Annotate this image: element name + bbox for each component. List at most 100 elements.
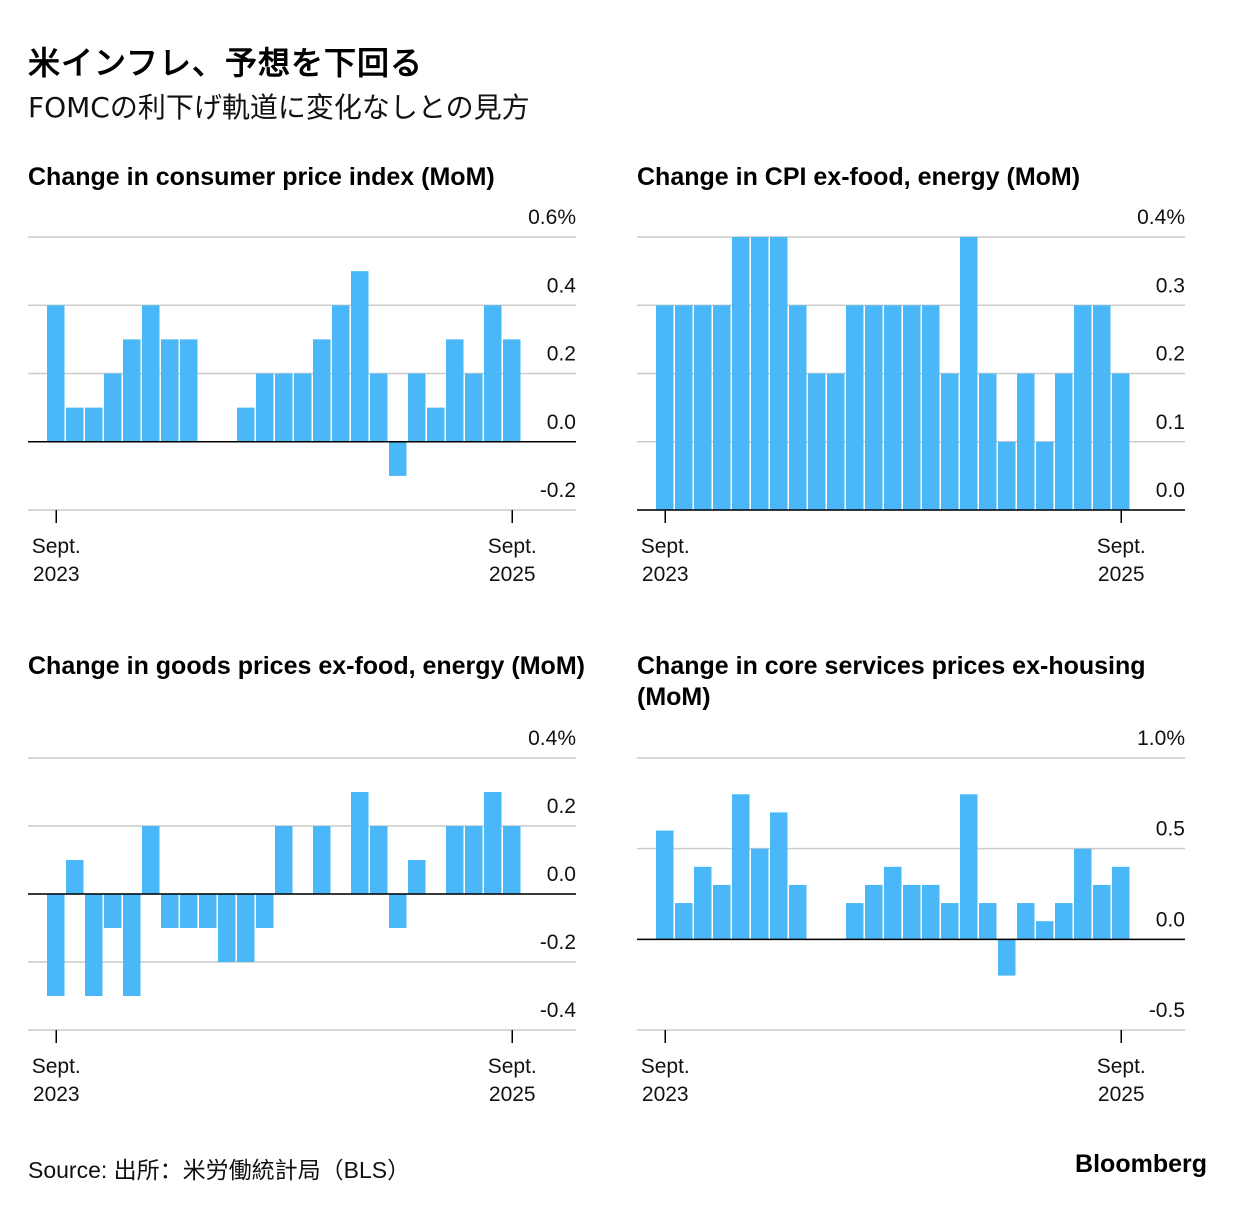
x-label-end: 2025 [1098, 563, 1145, 586]
bar [998, 939, 1016, 976]
panel-title: Change in goods prices ex-food, energy (… [28, 652, 585, 680]
bar [1055, 903, 1073, 940]
x-label-end: 2025 [489, 563, 536, 586]
bar [903, 305, 921, 510]
bar [275, 373, 293, 442]
y-tick-label: 0.5 [1156, 818, 1185, 841]
bar [675, 903, 693, 940]
bar [751, 237, 769, 510]
x-label-start: 2023 [33, 563, 80, 586]
bar [770, 812, 788, 940]
x-label-end: 2025 [1098, 1083, 1145, 1106]
bar [142, 826, 160, 894]
bar [846, 903, 864, 940]
chart-goods: 0.4% 0.2 0.0 -0.2 -0.4 Sept. 2023 Sept. 2025 [28, 727, 577, 1106]
x-label-start: 2023 [642, 1083, 689, 1106]
bar [903, 884, 921, 940]
chart-main-title: 米インフレ、予想を下回る [28, 44, 424, 82]
panel-title: Change in consumer price index (MoM) [28, 163, 495, 191]
bar [960, 794, 978, 940]
bar [979, 373, 997, 510]
bar [47, 305, 65, 442]
bar [1055, 373, 1073, 510]
y-tick-label: 0.1 [1156, 411, 1185, 434]
bar [1093, 305, 1111, 510]
y-tick-label: 0.2 [547, 343, 576, 366]
bar [884, 305, 902, 510]
bar [1074, 848, 1092, 940]
bar [389, 441, 407, 476]
bar [770, 237, 788, 510]
x-label-start: 2023 [642, 563, 689, 586]
bar [85, 407, 103, 442]
bar [446, 826, 464, 894]
bar [161, 894, 179, 928]
brand-logo: Bloomberg [1075, 1150, 1207, 1178]
y-tick-label: 0.0 [1156, 479, 1185, 502]
bar [465, 373, 483, 442]
bar [408, 373, 426, 442]
bar [294, 373, 312, 442]
bar [751, 848, 769, 940]
bar [218, 894, 236, 962]
bar [922, 884, 940, 940]
y-tick-label: -0.4 [540, 999, 577, 1022]
y-tick-label: 0.4 [547, 274, 577, 297]
bar [484, 792, 502, 894]
y-tick-label: 0.2 [1156, 343, 1185, 366]
y-tick-label: 1.0% [1137, 727, 1185, 750]
panel-cpi: Change in consumer price index (MoM) 0.6… [28, 162, 618, 632]
bar [446, 339, 464, 442]
bar [827, 373, 845, 510]
bar [789, 884, 807, 940]
bar [1017, 373, 1035, 510]
panel-title: Change in CPI ex-food, energy (MoM) [637, 163, 1081, 191]
bar [732, 237, 750, 510]
bar [123, 894, 141, 996]
bar [1017, 903, 1035, 940]
panel-core-cpi: Change in CPI ex-food, energy (MoM) 0.4%… [637, 162, 1227, 632]
bar [199, 894, 217, 928]
bar [656, 305, 674, 510]
y-tick-label: 0.4% [1137, 206, 1185, 229]
bar [656, 830, 674, 940]
y-tick-label: 0.6% [528, 206, 576, 229]
bar [47, 894, 65, 996]
bar [142, 305, 160, 442]
y-tick-label: 0.0 [1156, 908, 1185, 931]
bar [1036, 921, 1054, 940]
bar [370, 826, 388, 894]
bar [351, 271, 369, 442]
bar [865, 884, 883, 940]
bar [123, 339, 141, 442]
x-label-end: Sept. [1097, 535, 1146, 558]
bar [180, 339, 198, 442]
bar [694, 305, 712, 510]
bar [922, 305, 940, 510]
bar [884, 866, 902, 940]
chart-services: 1.0% 0.5 0.0 -0.5 Sept. 2023 Sept. 2025 [637, 727, 1185, 1106]
bar [941, 903, 959, 940]
y-tick-label: 0.0 [547, 411, 576, 434]
x-label-end: 2025 [489, 1083, 536, 1106]
source-note: Source: 出所：米労働統計局（BLS） [28, 1157, 411, 1183]
bar [104, 894, 122, 928]
bar [865, 305, 883, 510]
y-tick-label: 0.2 [547, 795, 576, 818]
bar [675, 305, 693, 510]
bar [85, 894, 103, 996]
bar [1093, 884, 1111, 940]
chart-cpi: 0.6% 0.4 0.2 0.0 -0.2 Sept. 2023 Sept. 2025 [28, 206, 577, 586]
bar [789, 305, 807, 510]
bar [979, 903, 997, 940]
bar [846, 305, 864, 510]
bar [484, 305, 502, 442]
bar [161, 339, 179, 442]
bar [370, 373, 388, 442]
bar [332, 305, 350, 442]
bar [275, 826, 293, 894]
bar [503, 339, 521, 442]
x-label-start: Sept. [32, 535, 81, 558]
y-tick-label: -0.5 [1149, 999, 1185, 1022]
panel-goods: Change in goods prices ex-food, energy (… [28, 651, 618, 1121]
